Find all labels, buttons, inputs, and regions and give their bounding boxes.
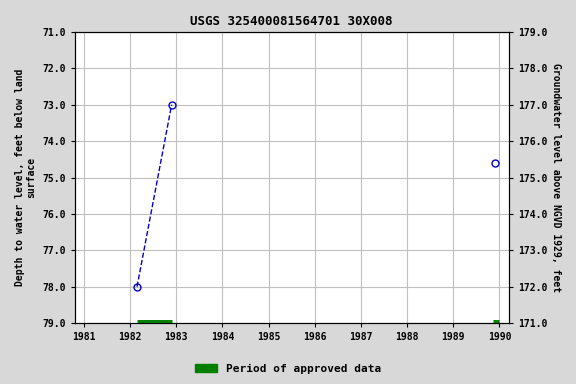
Y-axis label: Groundwater level above NGVD 1929, feet: Groundwater level above NGVD 1929, feet: [551, 63, 561, 292]
Legend: Period of approved data: Period of approved data: [191, 359, 385, 379]
Title: USGS 325400081564701 30X008: USGS 325400081564701 30X008: [191, 15, 393, 28]
Y-axis label: Depth to water level, feet below land
surface: Depth to water level, feet below land su…: [15, 69, 37, 286]
